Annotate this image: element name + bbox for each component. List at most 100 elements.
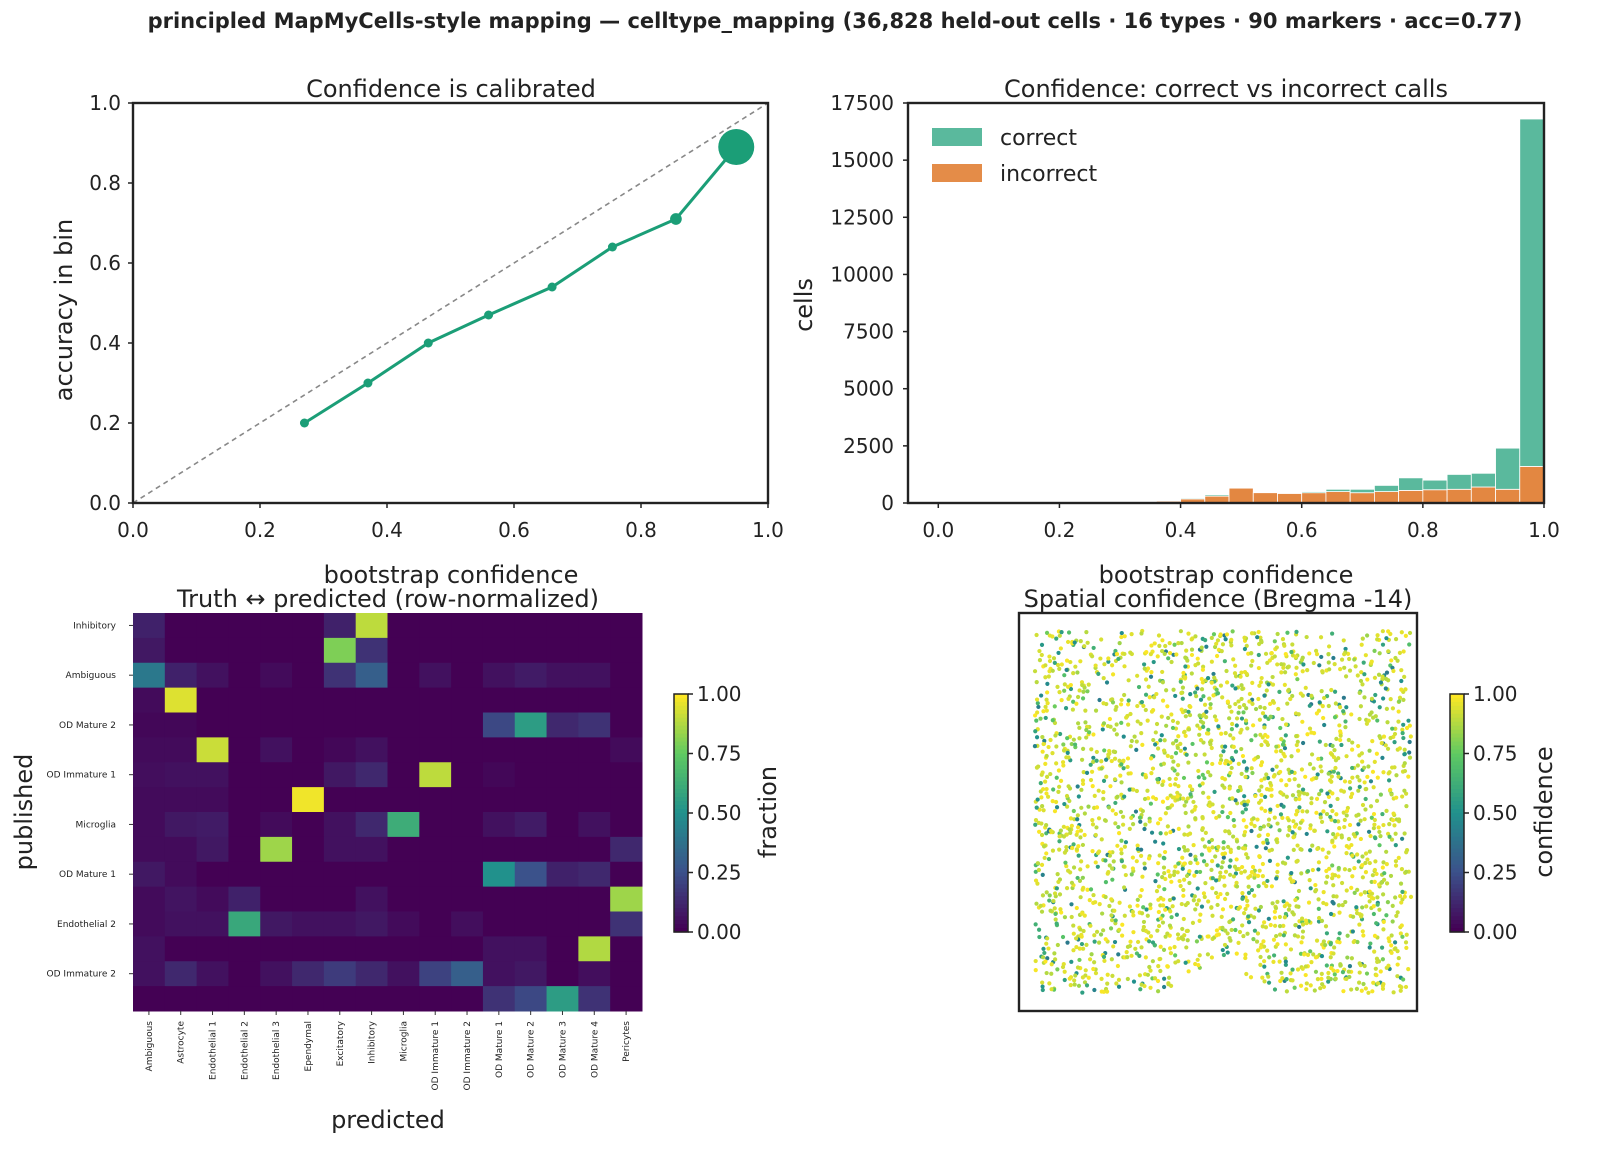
- spatial-cell-point: [1227, 704, 1232, 709]
- spatial-cell-point: [1240, 923, 1245, 928]
- spatial-cell-point: [1332, 844, 1337, 849]
- spatial-cell-point: [1034, 697, 1040, 702]
- spatial-cell-point: [1210, 859, 1215, 864]
- heatmap-cell: [260, 836, 293, 863]
- calibration-point: [363, 378, 373, 388]
- spatial-cell-point: [1212, 644, 1218, 650]
- spatial-cell-point: [1339, 742, 1344, 748]
- spatial-cell-point: [1185, 901, 1190, 906]
- spatial-cell-point: [1349, 956, 1354, 961]
- heatmap-cell: [355, 787, 388, 813]
- spatial-cell-point: [1358, 678, 1364, 684]
- heatmap-colorbar-segment: [674, 721, 688, 727]
- spatial-cell-point: [1290, 967, 1295, 972]
- spatial-cell-point: [1299, 871, 1304, 876]
- spatial-cell-point: [1334, 812, 1339, 817]
- spatial-cell-point: [1244, 706, 1249, 711]
- spatial-cell-point: [1068, 830, 1073, 835]
- spatial-cell-point: [1093, 860, 1098, 865]
- hist-bar-incorrect: [1374, 491, 1400, 504]
- spatial-cell-point: [1307, 762, 1313, 767]
- heatmap-cell: [610, 737, 643, 763]
- spatial-cell-point: [1180, 855, 1185, 860]
- heatmap-cell: [482, 712, 516, 738]
- spatial-cell-point: [1195, 861, 1200, 866]
- spatial-cell-point: [1288, 876, 1293, 881]
- spatial-cell-point: [1331, 894, 1336, 899]
- spatial-cell-point: [1035, 710, 1040, 715]
- spatial-cell-point: [1191, 843, 1196, 848]
- spatial-cell-point: [1244, 766, 1249, 771]
- spatial-cell-point: [1363, 796, 1368, 802]
- heatmap-colorbar-segment: [674, 820, 688, 826]
- spatial-cell-point: [1338, 733, 1343, 738]
- spatial-cell-point: [1218, 632, 1223, 637]
- spatial-cell-point: [1239, 696, 1244, 702]
- spatial-cell-point: [1259, 675, 1264, 681]
- spatial-cell-point: [1256, 948, 1261, 953]
- spatial-cell-point: [1180, 866, 1185, 871]
- spatial-cell-point: [1181, 775, 1187, 781]
- spatial-cell-point: [1316, 860, 1322, 865]
- spatial-cell-point: [1239, 683, 1244, 688]
- spatial-cell-point: [1126, 722, 1131, 727]
- heatmap-xtick-label: OD Immature 1: [431, 1021, 441, 1090]
- spatial-cell-point: [1151, 659, 1156, 665]
- heatmap-cell: [482, 787, 516, 813]
- heatmap-cell: [323, 986, 357, 1012]
- spatial-cell-point: [1407, 642, 1412, 647]
- spatial-cell-point: [1103, 858, 1108, 863]
- spatial-cell-point: [1304, 634, 1309, 640]
- spatial-cell-point: [1205, 769, 1211, 775]
- spatial-cell-point: [1366, 829, 1372, 834]
- spatial-cell-point: [1380, 865, 1385, 870]
- spatial-cell-point: [1371, 904, 1376, 909]
- spatial-cell-point: [1380, 674, 1385, 679]
- spatial-cell-point: [1148, 985, 1153, 990]
- spatial-cell-point: [1332, 972, 1337, 977]
- spatial-cell-point: [1279, 670, 1284, 675]
- spatial-cell-point: [1056, 650, 1061, 656]
- spatial-cell-point: [1176, 640, 1181, 646]
- reference-diagonal: [132, 102, 769, 504]
- spatial-cell-point: [1085, 887, 1090, 892]
- spatial-cell-point: [1052, 704, 1057, 709]
- spatial-cell-point: [1280, 716, 1285, 722]
- spatial-cell-point: [1066, 696, 1071, 701]
- spatial-cell-point: [1048, 771, 1053, 777]
- spatial-cell-point: [1058, 778, 1064, 783]
- spatial-cell-point: [1385, 746, 1391, 751]
- spatial-cell-point: [1080, 911, 1085, 916]
- spatial-cell-point: [1173, 864, 1178, 869]
- heatmap-cell: [164, 762, 198, 788]
- spatial-cell-point: [1392, 740, 1397, 745]
- spatial-cell-point: [1199, 645, 1204, 650]
- spatial-cell-point: [1398, 894, 1403, 899]
- spatial-cell-point: [1165, 704, 1170, 709]
- spatial-cell-point: [1054, 805, 1060, 810]
- heatmap-cell: [292, 637, 325, 664]
- spatial-cell-point: [1374, 751, 1379, 756]
- spatial-cell-point: [1301, 662, 1306, 667]
- spatial-cell-point: [1093, 708, 1099, 713]
- spatial-cell-point: [1305, 809, 1310, 814]
- spatial-cell-point: [1211, 632, 1217, 637]
- spatial-cell-point: [1147, 695, 1152, 700]
- spatial-cell-point: [1370, 989, 1375, 994]
- spatial-cell-point: [1203, 881, 1208, 886]
- heatmap-cell: [133, 637, 166, 664]
- spatial-cell-point: [1056, 789, 1061, 795]
- spatial-cell-point: [1219, 649, 1224, 654]
- spatial-cell-point: [1397, 699, 1402, 704]
- spatial-cell-point: [1332, 945, 1337, 950]
- spatial-cell-point: [1109, 957, 1114, 962]
- spatial-cell-point: [1359, 642, 1364, 647]
- spatial-cell-point: [1140, 742, 1145, 747]
- hist-bar-correct: [1446, 474, 1472, 490]
- spatial-cell-point: [1333, 765, 1338, 771]
- heatmap-colorbar-segment: [674, 737, 688, 743]
- spatial-cell-point: [1214, 878, 1219, 883]
- spatial-cell-point: [1393, 726, 1398, 731]
- spatial-cell-point: [1197, 953, 1202, 958]
- calibration-ylabel: accuracy in bin: [50, 219, 78, 402]
